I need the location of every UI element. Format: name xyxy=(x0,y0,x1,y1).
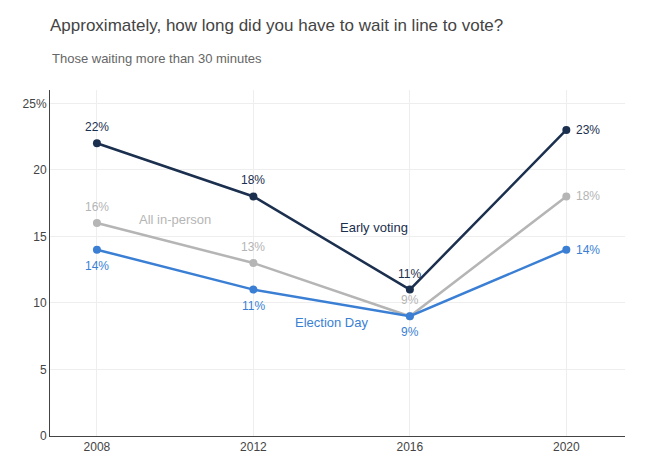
svg-text:9%: 9% xyxy=(401,325,419,339)
svg-text:13%: 13% xyxy=(241,240,265,254)
svg-text:5: 5 xyxy=(40,363,47,377)
svg-text:14%: 14% xyxy=(85,259,109,273)
svg-text:18%: 18% xyxy=(576,189,600,203)
svg-text:0: 0 xyxy=(40,429,47,443)
svg-text:10: 10 xyxy=(33,296,47,310)
svg-text:2020: 2020 xyxy=(553,440,580,454)
svg-text:20: 20 xyxy=(33,163,47,177)
svg-text:14%: 14% xyxy=(576,243,600,257)
svg-text:25%: 25% xyxy=(23,97,47,111)
svg-text:2008: 2008 xyxy=(84,440,111,454)
svg-text:2016: 2016 xyxy=(397,440,424,454)
svg-text:Election Day: Election Day xyxy=(295,315,368,330)
svg-text:Early voting: Early voting xyxy=(340,220,408,235)
svg-text:22%: 22% xyxy=(85,120,109,134)
svg-text:11%: 11% xyxy=(242,299,265,313)
svg-text:Those waiting more than 30 min: Those waiting more than 30 minutes xyxy=(52,51,262,66)
svg-text:9%: 9% xyxy=(401,293,419,307)
svg-text:16%: 16% xyxy=(85,200,109,214)
svg-text:Approximately, how long did yo: Approximately, how long did you have to … xyxy=(50,16,503,35)
svg-text:23%: 23% xyxy=(576,123,600,137)
svg-text:11%: 11% xyxy=(398,267,421,281)
svg-text:All in-person: All in-person xyxy=(139,212,211,227)
svg-text:15: 15 xyxy=(33,230,47,244)
svg-text:2012: 2012 xyxy=(240,440,267,454)
svg-text:18%: 18% xyxy=(241,173,265,187)
